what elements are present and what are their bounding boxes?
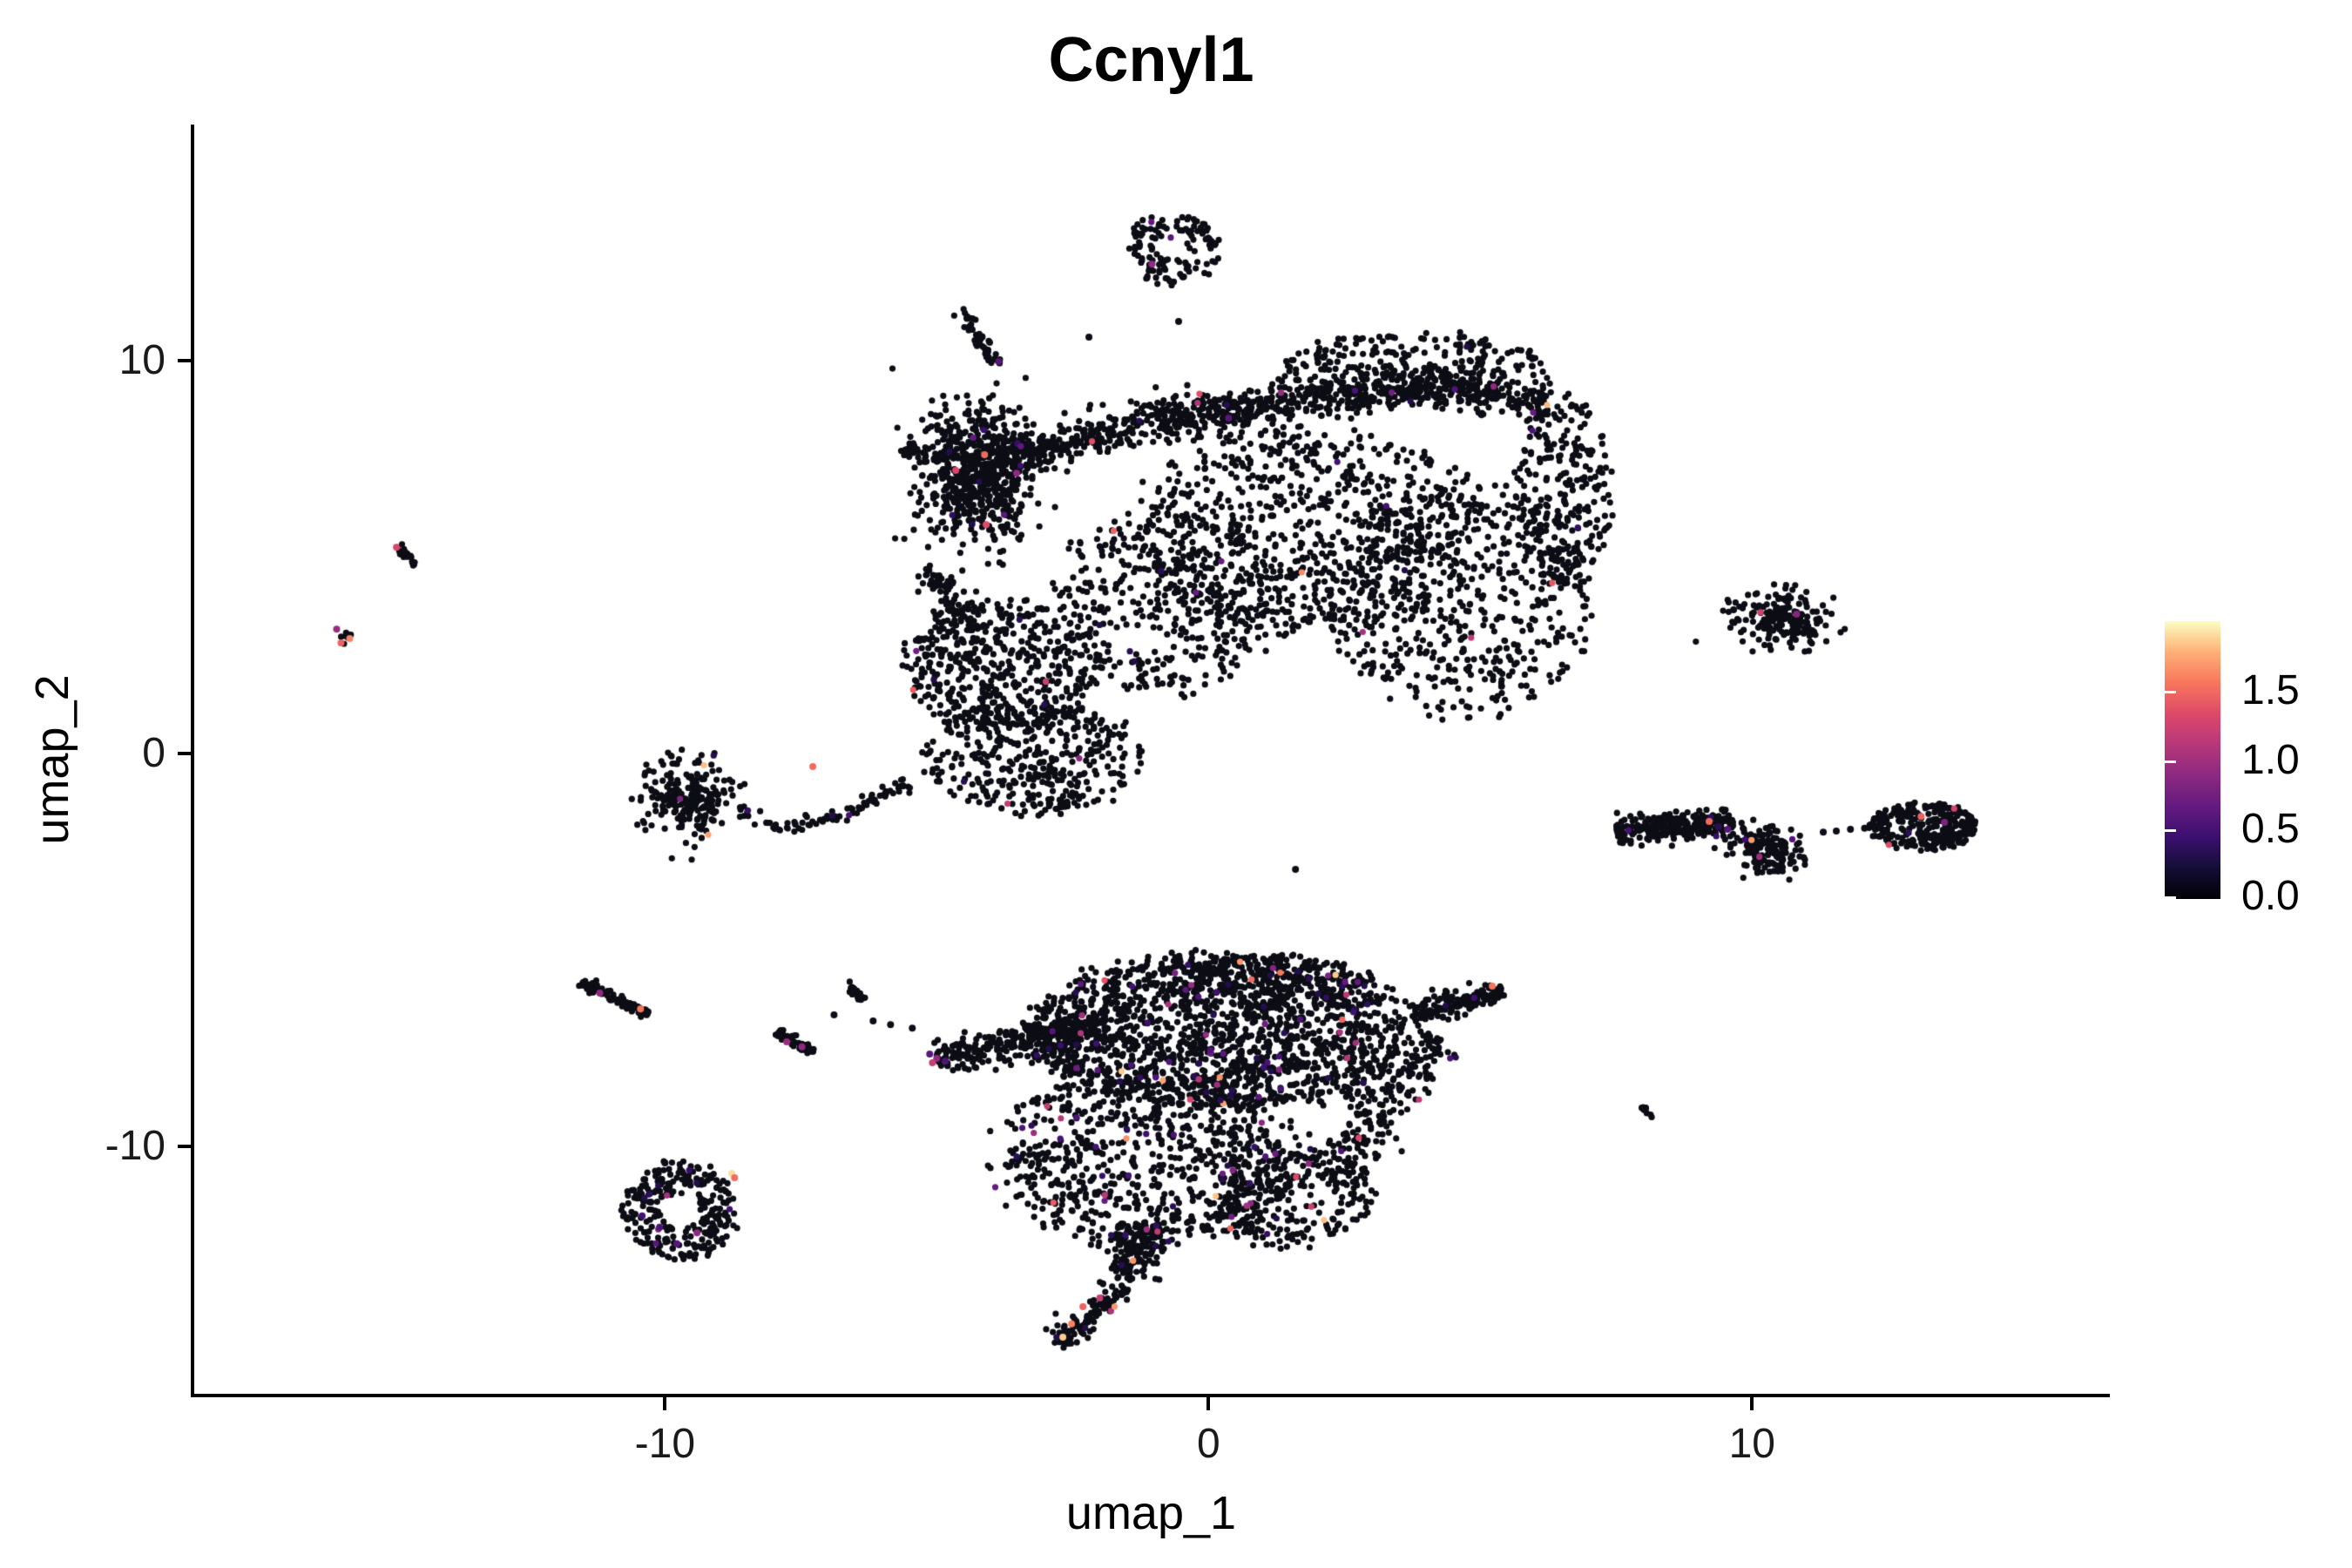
x-tick-label: -10	[634, 1421, 696, 1467]
colorbar-tick-mark	[2153, 690, 2165, 693]
colorbar-tick-mark	[2165, 760, 2176, 763]
colorbar-tick-mark	[2165, 690, 2176, 693]
y-tick-label: 10	[118, 337, 166, 384]
y-axis-title: umap_2	[26, 674, 78, 845]
colorbar-tick-mark	[2153, 760, 2165, 763]
y-tick-mark	[178, 1144, 191, 1148]
y-tick-label: -10	[105, 1122, 166, 1169]
colorbar-tick-label: 0.0	[2241, 873, 2300, 919]
colorbar-tick-label: 1.0	[2241, 736, 2300, 783]
x-axis-line	[191, 1394, 2110, 1397]
y-tick-mark	[178, 752, 191, 756]
colorbar-tick-mark	[2165, 896, 2176, 899]
page-title: Ccnyl1	[1048, 25, 1254, 95]
colorbar-tick-label: 0.5	[2241, 806, 2300, 853]
x-tick-mark	[1206, 1397, 1211, 1410]
colorbar-tick-label: 1.5	[2241, 666, 2300, 713]
y-tick-label: 0	[142, 730, 166, 777]
x-tick-mark	[1750, 1397, 1754, 1410]
x-axis-title: umap_1	[1065, 1487, 1237, 1539]
colorbar-tick-mark	[2165, 829, 2176, 833]
x-tick-label: 10	[1728, 1421, 1775, 1467]
y-axis-line	[191, 125, 194, 1397]
colorbar-tick-mark	[2153, 896, 2165, 899]
colorbar-tick-mark	[2153, 829, 2165, 833]
x-tick-mark	[663, 1397, 667, 1410]
x-tick-label: 0	[1196, 1421, 1220, 1467]
y-tick-mark	[178, 359, 191, 363]
